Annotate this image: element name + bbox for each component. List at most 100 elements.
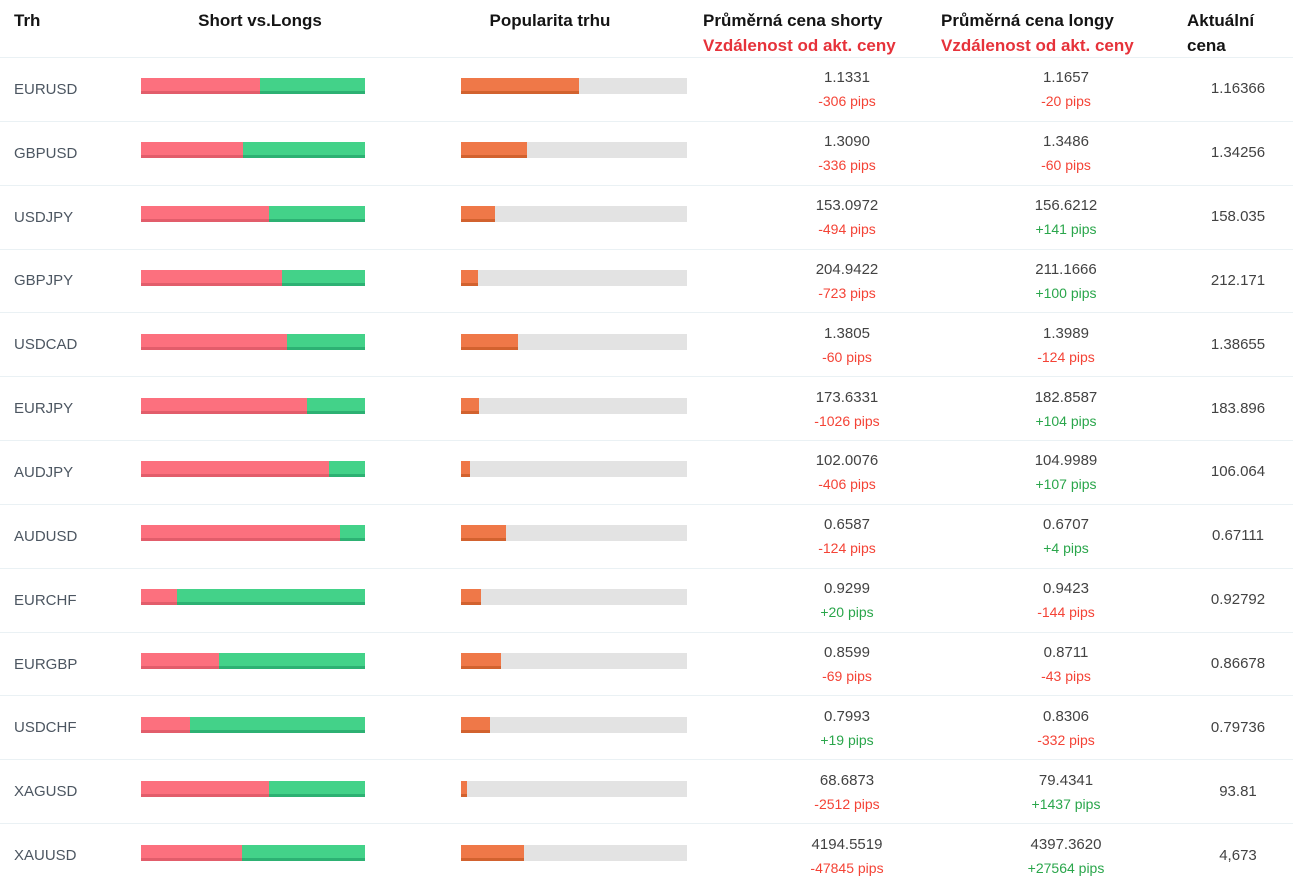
short-distance-pips: -494 pips [818,221,876,238]
long-bar-segment [268,780,365,797]
market-label: USDCAD [14,336,78,354]
sentiment-bar [141,589,365,606]
long-avg-price: 1.3989 [1043,324,1089,342]
popularity-bar [461,78,687,95]
popularity-bar-fill [461,269,478,286]
current-price: 1.34256 [1210,144,1266,162]
sentiment-bar [141,206,365,223]
long-bar-segment [242,142,365,159]
short-bar-segment [141,333,287,350]
sentiment-bar [141,461,365,478]
popularity-bar-fill [461,525,507,542]
popularity-cell [376,397,697,417]
long-avg-price: 182.8587 [1034,388,1098,406]
long-price-cell: 0.8711 -43 pips [997,641,1135,687]
long-distance-pips: +107 pips [1035,476,1097,493]
current-price: 4,673 [1219,846,1257,864]
short-price-cell: 1.1331 -306 pips [697,66,997,112]
current-price-cell: 4,673 [1135,844,1293,868]
short-distance-pips: -124 pips [818,540,876,557]
current-price: 1.16366 [1210,80,1266,98]
short-long-bar [130,397,376,417]
short-price-cell: 173.6331 -1026 pips [697,386,997,432]
long-distance-pips: -144 pips [1037,604,1095,621]
table-row: XAUUSD 4194.5519 -47845 pips 4397.3620 +… [0,823,1293,887]
long-price-cell: 0.8306 -332 pips [997,705,1135,751]
table-row: AUDJPY 102.0076 -406 pips 104.9989 +107 … [0,440,1293,504]
short-bar-segment [141,589,177,606]
short-avg-price: 68.6873 [819,771,875,789]
table-row: XAGUSD 68.6873 -2512 pips 79.4341 +1437 … [0,759,1293,824]
table-row: USDJPY 153.0972 -494 pips 156.6212 +141 … [0,184,1293,249]
market-label: EURGBP [14,655,78,673]
current-price-cell: 1.34256 [1135,141,1293,165]
current-price: 183.896 [1210,399,1266,417]
short-price-cell: 153.0972 -494 pips [697,194,997,240]
long-bar-segment [282,269,365,286]
long-price-cell: 79.4341 +1437 pips [997,769,1135,815]
short-long-bar [130,525,376,544]
long-price-cell: 156.6212 +141 pips [997,194,1135,240]
long-avg-price: 4397.3620 [1030,835,1102,853]
short-long-bar [130,269,376,289]
current-price: 0.67111 [1212,527,1264,545]
table-row: EURGBP 0.8599 -69 pips 0.8711 -43 pips 0… [0,631,1293,696]
popularity-bar [461,780,687,797]
table-row: EURUSD 1.1331 -306 pips 1.1657 -20 pips … [0,57,1293,121]
current-price-cell: 106.064 [1135,460,1293,484]
long-bar-segment [190,716,365,733]
long-price-cell: 211.1666 +100 pips [997,258,1135,304]
short-price-cell: 204.9422 -723 pips [697,258,997,304]
short-long-bar [130,461,376,480]
short-long-bar [130,142,376,161]
long-avg-price: 104.9989 [1034,452,1098,470]
popularity-cell [376,589,697,608]
table-row: AUDUSD 0.6587 -124 pips 0.6707 +4 pips 0… [0,503,1293,568]
current-price: 0.79736 [1210,718,1266,736]
short-avg-price: 1.3805 [824,324,870,342]
short-avg-price: 0.6587 [824,516,870,534]
short-distance-pips: +20 pips [820,604,874,621]
long-avg-price: 0.6707 [1043,516,1089,534]
short-avg-price: 153.0972 [815,197,879,215]
popularity-bar [461,333,687,350]
long-price-cell: 0.9423 -144 pips [997,577,1135,623]
long-avg-price: 79.4341 [1038,771,1094,789]
long-distance-pips: +104 pips [1035,412,1097,429]
short-price-cell: 0.7993 +19 pips [697,705,997,751]
sentiment-bar [141,525,365,542]
short-price-cell: 4194.5519 -47845 pips [697,833,997,879]
short-distance-pips: -406 pips [818,476,876,493]
popularity-bar [461,397,687,414]
popularity-cell [376,780,697,800]
long-avg-price: 1.3486 [1043,133,1089,151]
long-distance-pips: -60 pips [1041,157,1091,174]
short-bar-segment [141,142,243,159]
long-avg-price: 0.8306 [1043,707,1089,725]
sentiment-bar [141,333,365,350]
header-avg-long-subtitle: Vzdálenost od akt. ceny [941,36,1134,55]
short-price-cell: 102.0076 -406 pips [697,449,997,495]
long-distance-pips: -124 pips [1037,348,1095,365]
market-label: XAGUSD [14,783,78,801]
popularity-cell [376,716,697,736]
sentiment-bar [141,78,365,95]
long-avg-price: 0.9423 [1043,580,1089,598]
popularity-bar [461,589,687,606]
long-bar-segment [286,333,365,350]
long-bar-segment [241,844,365,861]
popularity-bar-fill [461,589,482,606]
long-price-cell: 104.9989 +107 pips [997,449,1135,495]
popularity-cell [376,844,697,864]
current-price-cell: 0.92792 [1135,588,1293,612]
short-bar-segment [141,780,269,797]
short-long-bar [130,78,376,97]
market-label: EURCHF [14,591,77,609]
long-bar-segment [340,525,365,542]
long-distance-pips: +4 pips [1043,540,1089,557]
header-current-price-line1: Aktuální [1187,11,1255,30]
market-label: USDJPY [14,208,74,226]
long-bar-segment [306,397,365,414]
long-bar-segment [329,461,365,478]
